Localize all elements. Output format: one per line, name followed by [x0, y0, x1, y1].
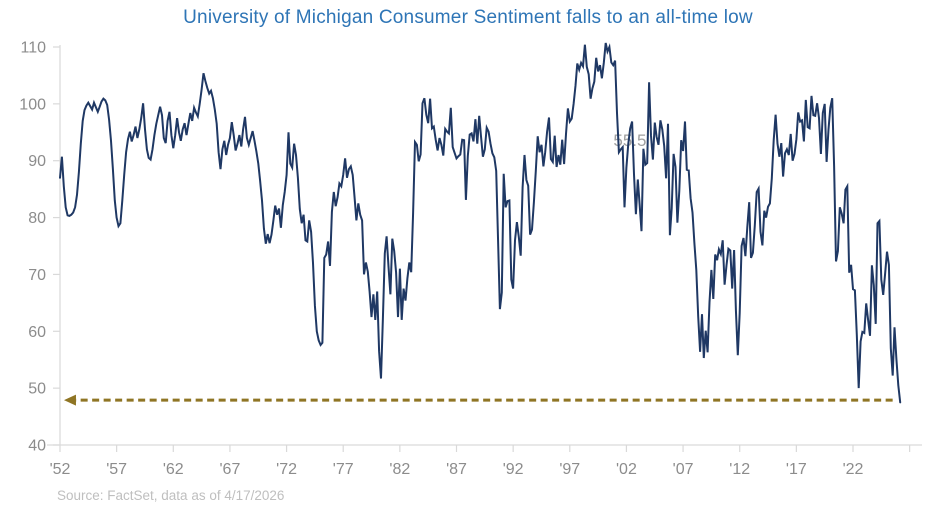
x-axis-tick-label: '62	[163, 461, 184, 478]
x-axis-tick-label: '77	[333, 461, 354, 478]
y-axis-tick-label: 50	[28, 381, 46, 398]
x-axis-tick-label: '97	[559, 461, 580, 478]
left-arrowhead-icon	[63, 394, 76, 406]
y-axis-tick-label: 90	[28, 153, 46, 170]
x-axis-tick-label: '02	[616, 461, 637, 478]
source-note: Source: FactSet, data as of 4/17/2026	[57, 488, 285, 503]
y-axis-tick-label: 80	[28, 210, 46, 227]
sentiment-line	[59, 42, 902, 404]
x-axis-tick-label: '07	[673, 461, 694, 478]
y-axis-tick-label: 110	[20, 40, 46, 57]
x-axis-tick-label: '87	[446, 461, 467, 478]
x-axis-tick-label: '67	[219, 461, 240, 478]
y-axis-tick-label: 60	[28, 324, 46, 341]
x-axis-tick-label: '72	[276, 461, 297, 478]
y-axis-tick-label: 40	[28, 438, 46, 455]
x-axis-tick-label: '52	[50, 461, 71, 478]
data-point-label: 55.5	[613, 131, 646, 150]
x-axis-tick-label: '82	[389, 461, 410, 478]
y-axis-tick-label: 70	[28, 267, 46, 284]
x-axis-tick-label: '92	[503, 461, 524, 478]
x-axis-tick-label: '57	[106, 461, 127, 478]
y-axis-tick-label: 100	[19, 96, 46, 113]
x-axis-tick-label: '17	[786, 461, 807, 478]
x-axis-tick-label: '22	[843, 461, 864, 478]
x-axis-tick-label: '12	[729, 461, 750, 478]
chart-title: University of Michigan Consumer Sentimen…	[183, 7, 753, 28]
